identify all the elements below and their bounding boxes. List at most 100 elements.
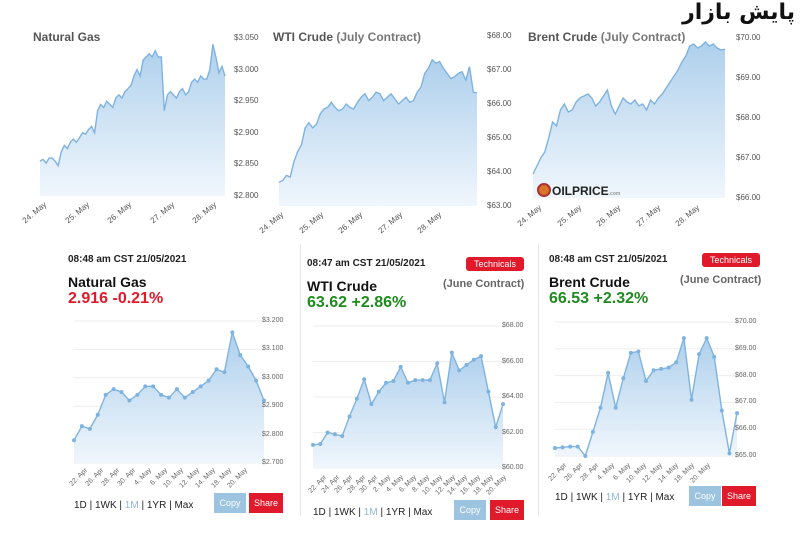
data-point [190,390,195,394]
data-point [159,392,164,397]
data-point [704,336,709,341]
range-1yr[interactable]: 1YR [627,492,648,503]
y-tick-label: $66.00 [487,99,512,108]
wti-contract-label: (June Contract) [443,278,525,290]
brent-crude-name: Brent Crude [549,274,630,290]
natural-gas-range-selector: 1D | 1WK | 1M | 1YR | Max [74,500,194,511]
data-point [413,378,418,383]
x-tick-label: 26. May [594,203,623,229]
y-tick-label: $3.200 [262,317,284,324]
copy-button[interactable]: Copy [214,493,246,513]
range-1d[interactable]: 1D [74,500,87,511]
x-tick-label: 28. May [673,203,702,229]
series-line [532,40,726,175]
wti-technicals-button[interactable]: Technicals [466,257,525,271]
range-1wk[interactable]: 1WK [94,500,117,511]
data-point [636,349,641,354]
range-1m[interactable]: 1M [605,492,620,503]
wti-crude-price: 63.62 +2.86% [307,294,407,311]
brent-technicals-button[interactable]: Technicals [702,253,761,267]
series-line [278,58,478,183]
data-point [479,354,484,359]
natural-gas-month-chart [72,320,266,464]
natural-gas-price: 2.916 -0.21% [68,290,164,307]
y-tick-label: $2.700 [262,459,284,466]
data-point [689,397,694,402]
data-point [493,425,498,430]
copy-button[interactable]: Copy [689,486,721,506]
range-1yr[interactable]: 1YR [146,500,167,511]
brent-crude-chart-title: Brent Crude (July Contract) [528,30,686,44]
range-1m[interactable]: 1M [124,500,139,511]
data-point [613,405,618,410]
natural-gas-chart-title: Natural Gas [33,30,101,44]
range-max[interactable]: Max [174,500,194,511]
brent-crude-month-chart [553,321,739,458]
data-point [727,451,732,456]
y-tick-label: $70.00 [736,33,761,42]
x-tick-label: 24. May [515,203,544,229]
data-point [590,429,595,434]
data-point [214,367,219,372]
natural-gas-name: Natural Gas [68,274,147,290]
range-1d[interactable]: 1D [555,492,568,503]
area-fill [533,42,725,198]
share-button[interactable]: Share [249,493,283,513]
data-point [553,445,557,450]
share-button[interactable]: Share [722,486,756,506]
y-tick-label: $3.000 [262,373,284,381]
y-tick-label: $66.00 [736,193,761,202]
y-tick-label: $2.850 [234,159,259,169]
range-1wk[interactable]: 1WK [575,492,598,503]
data-point [719,408,724,413]
data-point [167,395,171,400]
data-point [143,384,148,389]
y-tick-label: $2.900 [234,127,259,137]
y-tick-label: $64.00 [487,167,512,176]
data-point [442,400,447,405]
data-point [391,379,396,384]
data-point [644,378,648,383]
wti-range-selector: 1D | 1WK | 1M | 1YR | Max [313,507,433,518]
oilprice-logo: OILPRICE.com [537,183,620,198]
x-tick-label: 26. May [336,210,365,236]
oilprice-logo-icon [537,183,551,197]
y-tick-label: $2.950 [234,96,259,106]
range-1wk[interactable]: 1WK [333,507,356,518]
range-max[interactable]: Max [655,492,675,503]
data-point [87,426,92,431]
data-point [697,352,702,357]
data-point [674,360,679,365]
range-1m[interactable]: 1M [363,507,378,518]
wti-crude-area-chart [278,58,478,206]
x-tick-label: 24. May [20,200,49,226]
range-1d[interactable]: 1D [313,507,326,518]
data-point [435,361,440,366]
range-max[interactable]: Max [413,507,433,518]
x-tick-label: 27. May [634,203,662,229]
data-point [560,445,565,450]
wti-crude-chart-title: WTI Crude (July Contract) [273,30,422,44]
y-tick-label: $67.00 [736,153,761,162]
share-button[interactable]: Share [490,500,524,520]
y-tick-label: $67.00 [735,398,757,406]
data-point [206,378,211,383]
copy-button[interactable]: Copy [454,500,486,520]
data-point [575,444,580,449]
y-tick-label: $68.00 [502,322,524,329]
data-point [628,350,633,355]
y-tick-label: $3.000 [234,64,259,74]
data-point [376,389,381,394]
data-point [398,364,403,369]
data-point [583,454,588,458]
data-point [340,434,345,439]
brent-crude-timestamp: 08:48 am CST 21/05/2021 [549,254,668,265]
data-point [119,390,124,394]
x-tick-label: 26. May [105,200,134,226]
data-point [254,378,259,383]
area-fill [555,338,737,456]
brent-contract-label: (June Contract) [680,274,762,286]
x-tick-label: 27. May [376,210,404,236]
range-1yr[interactable]: 1YR [385,507,406,518]
data-point [174,387,179,392]
